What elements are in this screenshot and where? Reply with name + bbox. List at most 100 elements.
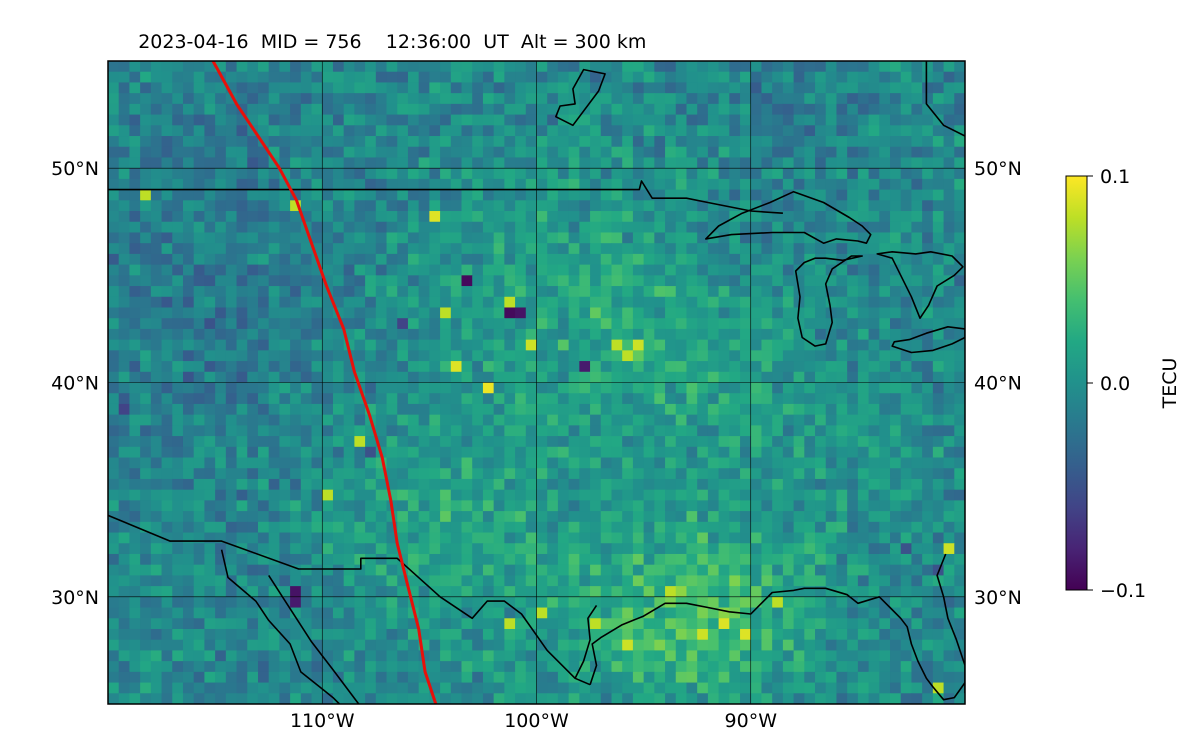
y-tick-label-left: 40°N (51, 373, 99, 395)
tec-cell (504, 468, 516, 480)
tec-cell (279, 511, 291, 523)
tec-cell (429, 393, 441, 405)
tec-cell (150, 607, 163, 619)
tec-cell (740, 500, 752, 512)
tec-cell (440, 478, 452, 491)
tec-cell (622, 586, 634, 598)
tec-cell (547, 661, 559, 673)
tec-cell (675, 350, 688, 362)
tec-cell (793, 328, 805, 341)
tec-cell (729, 425, 741, 437)
tec-cell (504, 211, 516, 223)
tec-cell (290, 93, 302, 105)
tec-cell (900, 618, 913, 630)
tec-cell (472, 146, 484, 159)
tec-cell (440, 136, 452, 148)
hudson-bay-coast (925, 61, 965, 137)
tec-cell (536, 671, 548, 684)
tec-cell (793, 511, 805, 523)
tec-cell (204, 661, 216, 673)
tec-cell (707, 403, 720, 416)
tec-cell (868, 296, 880, 309)
tec-cell (236, 93, 248, 105)
tec-cell (290, 628, 302, 641)
tec-cell (857, 350, 870, 362)
tec-cell (707, 639, 720, 652)
tec-cell (504, 532, 516, 544)
tec-cell (108, 628, 120, 641)
tec-cell (108, 296, 120, 309)
tec-cell (215, 564, 227, 576)
tec-cell (547, 221, 559, 234)
tec-cell (665, 414, 677, 426)
tec-cell (804, 136, 816, 148)
tec-cell (268, 221, 280, 234)
tec-cell (943, 93, 955, 105)
x-tick-label: 90°W (725, 710, 778, 732)
tec-cell (890, 264, 902, 276)
tec-cell (665, 661, 677, 673)
tec-cell (450, 607, 463, 619)
tec-cell (279, 382, 291, 394)
tec-cell (482, 403, 495, 416)
tec-cell (836, 61, 848, 73)
tec-cell (472, 157, 484, 169)
tec-cell (890, 468, 902, 480)
tec-cell (150, 350, 163, 362)
tec-cell (472, 457, 484, 469)
tec-cell (665, 468, 677, 480)
tec-cell (900, 382, 913, 394)
tec-cell (418, 671, 430, 684)
tec-cell (665, 543, 677, 555)
tec-cell (172, 468, 184, 480)
tec-cell (386, 639, 398, 652)
tec-cell (675, 221, 688, 234)
tec-cell (343, 618, 355, 630)
tec-cell (365, 564, 377, 576)
colorbar-ticks: 0.10.0−0.1 (1087, 166, 1146, 602)
tec-cell (525, 478, 538, 491)
tec-cell (879, 71, 891, 84)
tec-cell (825, 178, 838, 191)
tec-cell (675, 650, 688, 662)
tec-cell (900, 286, 913, 298)
tec-cell (857, 189, 870, 201)
tec-cell (954, 125, 965, 137)
tec-cell (740, 457, 752, 469)
tec-cell (729, 596, 741, 609)
tec-cell (407, 596, 420, 609)
tec-cell (761, 500, 773, 512)
tec-cell (825, 221, 838, 234)
tec-cell (954, 628, 965, 641)
tec-cell (215, 596, 227, 609)
tec-cell (515, 478, 527, 491)
tec-cell (772, 296, 784, 309)
tec-cell (568, 382, 580, 394)
tec-cell (847, 243, 859, 255)
tec-cell (804, 221, 816, 234)
tec-cell (890, 575, 902, 587)
tec-cell (557, 693, 570, 704)
tec-cell (407, 425, 420, 437)
tec-cell (429, 639, 441, 652)
tec-cell (268, 243, 280, 255)
tec-cell (568, 211, 580, 223)
tec-cell (407, 350, 420, 362)
tec-cell (600, 361, 613, 373)
tec-cell (665, 200, 677, 212)
tec-cell (750, 682, 763, 694)
tec-cell (622, 543, 634, 555)
tec-cell (172, 361, 184, 373)
tec-cell (204, 575, 216, 587)
tec-cell (729, 328, 741, 341)
tec-cell (257, 371, 270, 384)
tec-cell (675, 607, 688, 619)
tec-cell (493, 178, 505, 191)
tec-cell (600, 296, 613, 309)
tec-cell (750, 243, 763, 255)
tec-cell (268, 521, 280, 534)
tec-cell (782, 468, 795, 480)
tec-cell (300, 189, 313, 201)
tec-cell (954, 575, 965, 587)
tec-cell (632, 671, 645, 684)
